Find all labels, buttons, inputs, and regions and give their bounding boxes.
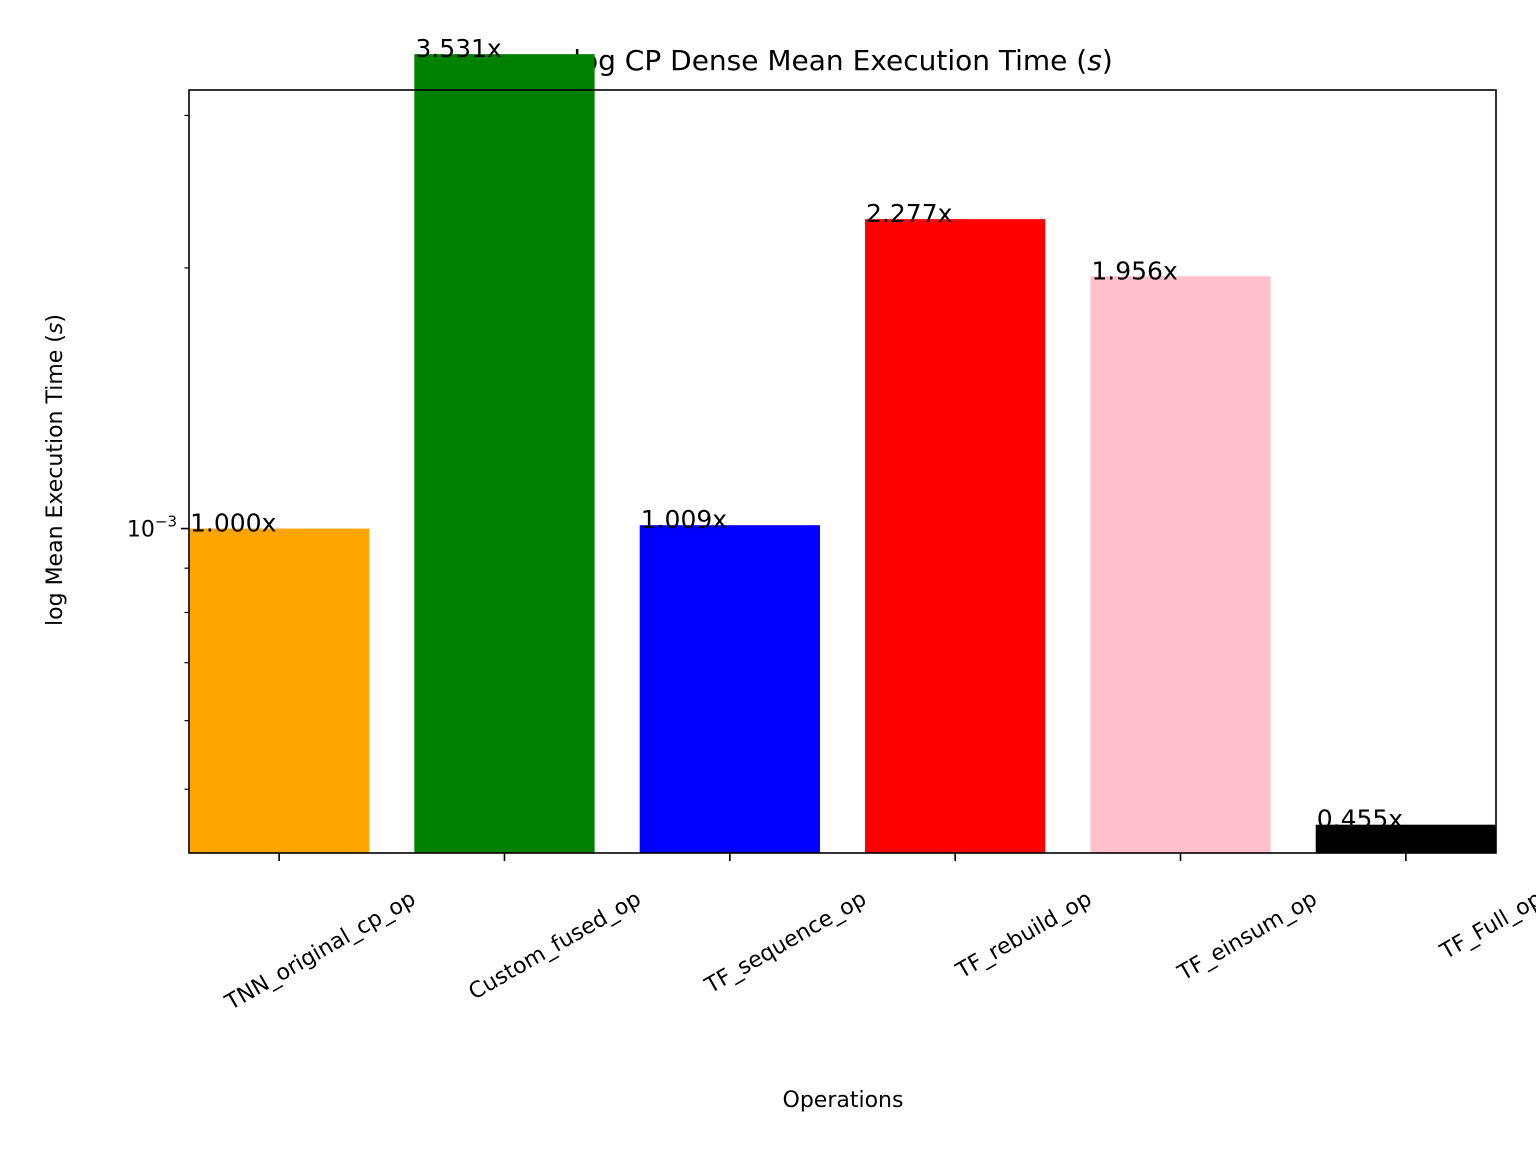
x-tick-label-Custom_fused_op: Custom_fused_op (465, 887, 646, 1006)
bar-TF_Full_op (1315, 824, 1496, 853)
y-axis-label-unit: s (43, 323, 68, 334)
x-tick-label-TF_rebuild_op: TF_rebuild_op (951, 887, 1096, 985)
chart-title: log CP Dense Mean Execution Time (s) (573, 44, 1113, 77)
y-tick-label-base: 10 (127, 518, 155, 543)
bar-TNN_original_cp_op (189, 528, 370, 853)
y-axis-label-close: ) (43, 314, 68, 323)
x-tick-label-TF_Full_op: TF_Full_op (1436, 887, 1536, 966)
bar-Custom_fused_op (414, 54, 595, 853)
x-tick-label-TF_einsum_op: TF_einsum_op (1173, 887, 1321, 987)
x-tick-label-TNN_original_cp_op: TNN_original_cp_op (221, 887, 421, 1017)
chart-title-main: log CP Dense Mean Execution Time ( (573, 44, 1087, 77)
y-axis-label-main: log Mean Execution Time ( (43, 334, 68, 626)
bar-label-Custom_fused_op: 3.531x (415, 34, 501, 63)
bar-TF_rebuild_op (865, 219, 1046, 854)
bar-label-TF_Full_op: 0.455x (1317, 805, 1403, 834)
bar-label-TNN_original_cp_op: 1.000x (190, 509, 276, 538)
x-axis-label: Operations (783, 1088, 904, 1113)
bar-label-TF_sequence_op: 1.009x (641, 505, 727, 534)
y-tick-label: 10−3 (127, 513, 177, 543)
bar-TF_einsum_op (1090, 276, 1271, 853)
plot-area: 1.000x TNN_original_cp_op 3.531x Custom_fus… (127, 34, 1536, 1016)
x-tick-label-TF_sequence_op: TF_sequence_op (700, 887, 871, 1000)
bar-TF_sequence_op (639, 525, 820, 853)
chart-title-close: ) (1102, 44, 1113, 77)
bar-label-TF_einsum_op: 1.956x (1091, 256, 1177, 285)
bar-label-TF_rebuild_op: 2.277x (866, 199, 952, 228)
plot-frame (188, 89, 1497, 854)
y-axis-label: log Mean Execution Time (s) (43, 314, 68, 626)
chart-title-unit: s (1087, 44, 1102, 77)
y-tick-label-exponent: −3 (155, 513, 177, 531)
